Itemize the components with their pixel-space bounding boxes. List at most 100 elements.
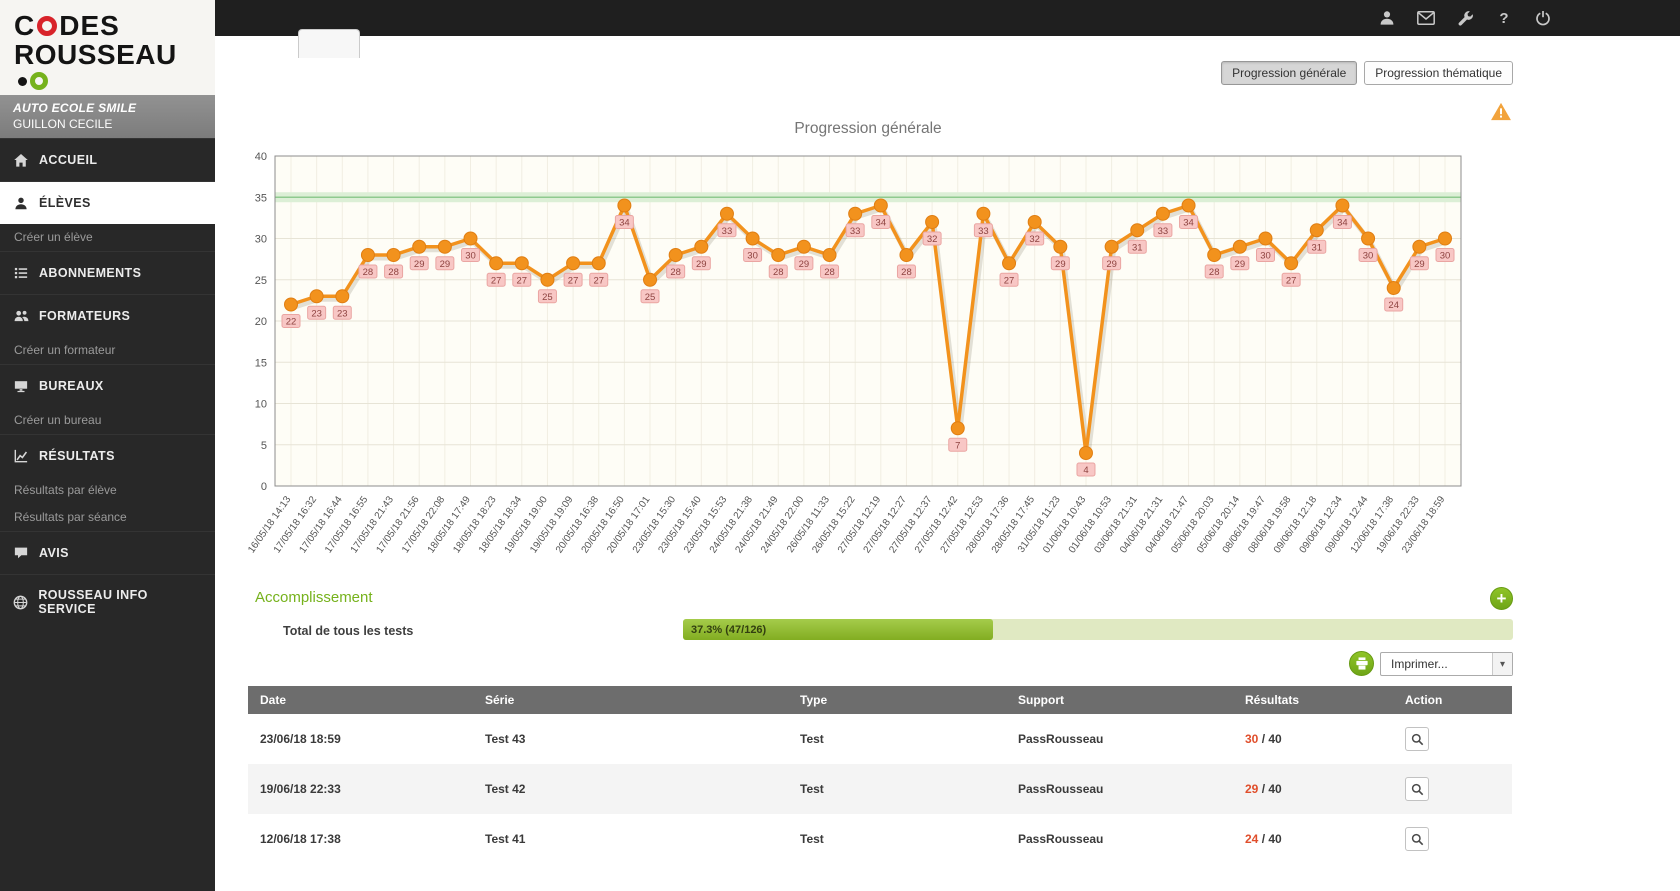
svg-text:27: 27 [593, 275, 604, 286]
svg-text:30: 30 [1260, 251, 1271, 262]
mail-icon[interactable] [1417, 9, 1435, 27]
svg-text:25: 25 [542, 292, 553, 303]
svg-text:29: 29 [440, 259, 451, 270]
school-user: GUILLON CECILE [13, 117, 113, 131]
school-info: AUTO ECOLE SMILE GUILLON CECILE [0, 95, 215, 138]
sidebar-item-creer-un-bureau[interactable]: Créer un bureau [0, 407, 215, 434]
cell-resultats: 29 / 40 [1233, 764, 1393, 814]
sidebar-item-label: FORMATEURS [39, 309, 131, 323]
view-toggle: Progression générale Progression thémati… [1221, 61, 1513, 85]
logo-line2: ROUSSEAU [14, 39, 177, 70]
sidebar-item-avis[interactable]: AVIS [0, 531, 215, 574]
cell-date: 12/06/18 17:38 [260, 832, 341, 846]
user-icon[interactable] [1378, 9, 1396, 27]
logo-dot-icon [18, 76, 27, 86]
svg-text:7: 7 [955, 440, 960, 451]
progression-generale-button[interactable]: Progression générale [1221, 61, 1358, 85]
content-tab[interactable] [298, 29, 360, 58]
svg-text:30: 30 [255, 234, 267, 246]
sidebar-item-label: Créer un élève [14, 230, 93, 244]
sidebar-item-rousseau-info-service[interactable]: ROUSSEAU INFO SERVICE [0, 574, 215, 629]
accomplissement-heading: Accomplissement [255, 589, 373, 606]
table-row: 12/06/18 17:38 Test 41 Test PassRousseau 24 … [248, 814, 1512, 864]
svg-text:28: 28 [901, 267, 912, 278]
svg-text:31: 31 [1311, 242, 1322, 253]
sidebar-item-formateurs[interactable]: FORMATEURS [0, 294, 215, 337]
svg-text:29: 29 [1055, 259, 1066, 270]
sidebar-item-creer-un-formateur[interactable]: Créer un formateur [0, 337, 215, 364]
sidebar-item-accueil[interactable]: ACCUEIL [0, 138, 215, 181]
cell-serie: Test 43 [485, 732, 526, 746]
svg-text:0: 0 [261, 481, 267, 493]
cell-date: 19/06/18 22:33 [260, 782, 341, 796]
svg-text:32: 32 [1029, 234, 1040, 245]
warning-icon[interactable] [1490, 102, 1512, 121]
sidebar-item-resultats-par-eleve[interactable]: Résultats par élève [0, 477, 215, 504]
view-result-button[interactable] [1405, 777, 1429, 801]
logo-text-des: DES [59, 10, 120, 41]
progression-thematique-button[interactable]: Progression thématique [1364, 61, 1513, 85]
score-value: 29 [1245, 782, 1259, 796]
results-table: Date Série Type Support Résultats Action 23/0… [248, 686, 1512, 864]
svg-text:30: 30 [1363, 251, 1374, 262]
logo-ring-green-o-icon [30, 72, 48, 91]
sidebar-item-label: Créer un bureau [14, 413, 102, 427]
svg-text:4: 4 [1083, 465, 1088, 476]
printer-icon [1355, 657, 1368, 670]
svg-text:29: 29 [414, 259, 425, 270]
logo-line3 [18, 72, 215, 91]
user-icon [12, 195, 30, 211]
view-result-button[interactable] [1405, 827, 1429, 851]
svg-text:29: 29 [799, 259, 810, 270]
total-progress-bar: 37.3% (47/126) [683, 619, 1513, 640]
magnifier-icon [1411, 733, 1423, 745]
sidebar-item-label: ÉLÈVES [39, 196, 91, 210]
score-total: / 40 [1261, 732, 1282, 746]
sidebar-item-eleves[interactable]: ÉLÈVES [0, 181, 215, 224]
score-total: / 40 [1261, 832, 1282, 846]
wrench-icon[interactable] [1456, 9, 1474, 27]
svg-text:28: 28 [670, 267, 681, 278]
sidebar-item-resultats[interactable]: RÉSULTATS [0, 434, 215, 477]
score-value: 24 [1245, 832, 1259, 846]
app-logo[interactable]: C DES ROUSSEAU [0, 0, 215, 95]
cell-type: Test [800, 732, 824, 746]
svg-text:33: 33 [1158, 226, 1169, 237]
add-button[interactable]: + [1490, 587, 1513, 610]
cell-serie: Test 41 [485, 832, 526, 846]
print-select[interactable]: Imprimer... ▾ [1380, 652, 1513, 676]
chart-title: Progression générale [794, 120, 942, 137]
power-icon[interactable] [1534, 9, 1552, 27]
svg-text:35: 35 [255, 192, 267, 204]
svg-text:23: 23 [311, 308, 322, 319]
svg-text:34: 34 [876, 218, 887, 229]
help-icon[interactable]: ? [1499, 9, 1509, 27]
cell-serie: Test 42 [485, 782, 526, 796]
print-button[interactable] [1349, 651, 1374, 676]
sidebar-item-label: ROUSSEAU INFO SERVICE [38, 588, 148, 616]
cell-support: PassRousseau [1018, 732, 1104, 746]
svg-text:20: 20 [255, 316, 267, 328]
sidebar-item-abonnements[interactable]: ABONNEMENTS [0, 251, 215, 294]
svg-text:34: 34 [1183, 218, 1194, 229]
svg-text:27: 27 [517, 275, 528, 286]
svg-text:31: 31 [1132, 242, 1143, 253]
cell-support: PassRousseau [1018, 832, 1104, 846]
view-result-button[interactable] [1405, 727, 1429, 751]
svg-text:27: 27 [1004, 275, 1015, 286]
sidebar-item-resultats-par-seance[interactable]: Résultats par séance [0, 504, 215, 531]
progress-text: 37.3% (47/126) [691, 623, 767, 636]
svg-text:34: 34 [619, 218, 630, 229]
globe-icon [12, 594, 29, 610]
cell-resultats: 30 / 40 [1233, 714, 1393, 764]
svg-text:27: 27 [1286, 275, 1297, 286]
sidebar-item-bureaux[interactable]: BUREAUX [0, 364, 215, 407]
svg-text:5: 5 [261, 440, 267, 452]
sidebar-menu: ACCUEIL ÉLÈVES Créer un élève ABONNEMENTS FO… [0, 138, 215, 629]
score-value: 30 [1245, 732, 1259, 746]
total-progress-fill: 37.3% (47/126) [683, 619, 993, 640]
column-header-2: Type [788, 686, 1006, 714]
school-name: AUTO ECOLE SMILE [13, 101, 137, 115]
print-select-value: Imprimer... [1391, 657, 1448, 671]
sidebar-item-creer-un-eleve[interactable]: Créer un élève [0, 224, 215, 251]
